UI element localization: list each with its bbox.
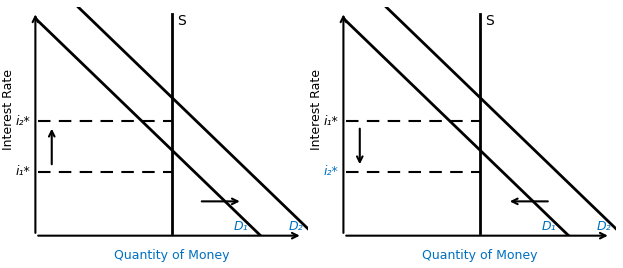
Text: S: S — [485, 14, 494, 28]
Text: Interest Rate: Interest Rate — [2, 69, 14, 150]
Text: S: S — [177, 14, 186, 28]
Text: i₁*: i₁* — [15, 165, 30, 178]
Text: D₂: D₂ — [288, 220, 303, 233]
Text: D₁: D₁ — [234, 220, 249, 233]
Text: i₂*: i₂* — [15, 115, 30, 128]
Text: i₁*: i₁* — [323, 115, 338, 128]
Text: Interest Rate: Interest Rate — [310, 69, 323, 150]
Text: Quantity of Money: Quantity of Money — [422, 250, 538, 262]
Text: D₁: D₁ — [542, 220, 556, 233]
Text: D₂: D₂ — [596, 220, 611, 233]
Text: Quantity of Money: Quantity of Money — [114, 250, 229, 262]
Text: i₂*: i₂* — [323, 165, 338, 178]
